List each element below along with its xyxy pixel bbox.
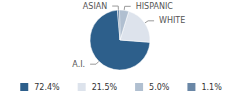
svg-text:1.1%: 1.1% — [201, 83, 222, 92]
svg-text:ASIAN: ASIAN — [83, 2, 107, 11]
svg-text:21.5%: 21.5% — [92, 83, 118, 92]
svg-text:72.4%: 72.4% — [34, 83, 60, 92]
svg-text:A.I.: A.I. — [72, 60, 85, 69]
svg-text:WHITE: WHITE — [159, 16, 185, 25]
svg-text:5.0%: 5.0% — [149, 83, 170, 92]
svg-text:HISPANIC: HISPANIC — [136, 2, 174, 11]
